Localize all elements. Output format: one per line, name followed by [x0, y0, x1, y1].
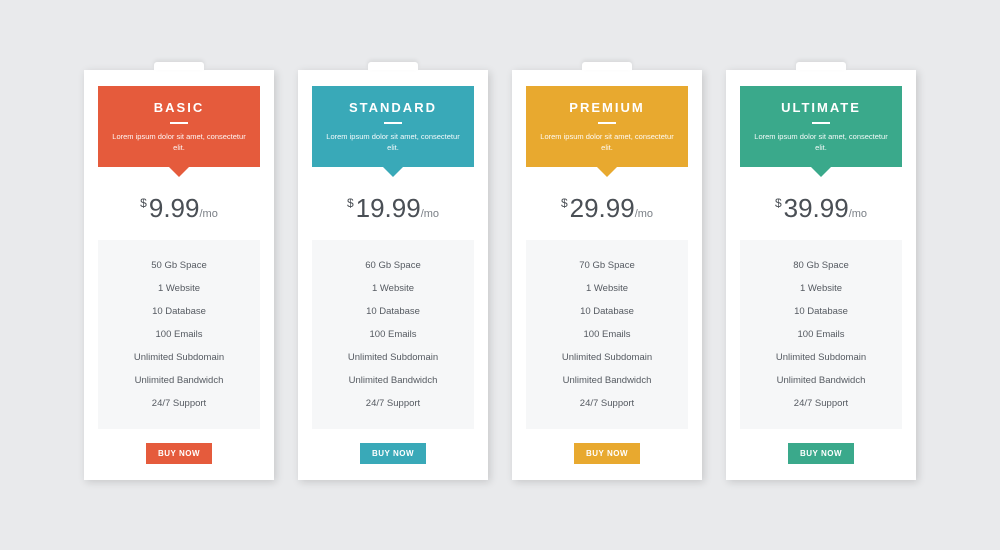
- feature-item: 24/7 Support: [740, 392, 902, 415]
- plan-name: STANDARD: [322, 100, 464, 115]
- card-tab-notch: [154, 62, 204, 70]
- price-value: 39.99: [784, 193, 849, 223]
- feature-list: 70 Gb Space 1 Website 10 Database 100 Em…: [526, 240, 688, 429]
- feature-item: Unlimited Bandwidch: [98, 369, 260, 392]
- plan-name: BASIC: [108, 100, 250, 115]
- plan-card-premium: PREMIUM Lorem ipsum dolor sit amet, cons…: [512, 70, 702, 481]
- feature-item: Unlimited Bandwidch: [526, 369, 688, 392]
- feature-list: 60 Gb Space 1 Website 10 Database 100 Em…: [312, 240, 474, 429]
- buy-row: BUY NOW: [726, 443, 916, 464]
- price-row: $39.99/mo: [726, 193, 916, 224]
- feature-item: Unlimited Subdomain: [98, 346, 260, 369]
- feature-item: 70 Gb Space: [526, 254, 688, 277]
- feature-item: 1 Website: [312, 277, 474, 300]
- divider-icon: [598, 122, 616, 124]
- plan-header-ultimate: ULTIMATE Lorem ipsum dolor sit amet, con…: [740, 86, 902, 168]
- feature-item: 10 Database: [312, 300, 474, 323]
- plan-header-standard: STANDARD Lorem ipsum dolor sit amet, con…: [312, 86, 474, 168]
- buy-row: BUY NOW: [512, 443, 702, 464]
- plan-description: Lorem ipsum dolor sit amet, consectetur …: [536, 131, 678, 154]
- feature-item: 24/7 Support: [526, 392, 688, 415]
- price-period: /mo: [199, 208, 217, 220]
- feature-item: Unlimited Bandwidch: [312, 369, 474, 392]
- feature-item: 10 Database: [526, 300, 688, 323]
- feature-item: 50 Gb Space: [98, 254, 260, 277]
- feature-item: Unlimited Subdomain: [526, 346, 688, 369]
- feature-item: 1 Website: [740, 277, 902, 300]
- plan-card-basic: BASIC Lorem ipsum dolor sit amet, consec…: [84, 70, 274, 481]
- price-period: /mo: [421, 208, 439, 220]
- currency-symbol: $: [347, 196, 354, 210]
- feature-item: Unlimited Bandwidch: [740, 369, 902, 392]
- feature-list: 80 Gb Space 1 Website 10 Database 100 Em…: [740, 240, 902, 429]
- feature-item: 10 Database: [740, 300, 902, 323]
- price-row: $19.99/mo: [298, 193, 488, 224]
- plan-header-basic: BASIC Lorem ipsum dolor sit amet, consec…: [98, 86, 260, 168]
- price-period: /mo: [635, 208, 653, 220]
- feature-item: Unlimited Subdomain: [312, 346, 474, 369]
- card-tab-notch: [796, 62, 846, 70]
- buy-row: BUY NOW: [298, 443, 488, 464]
- feature-item: 60 Gb Space: [312, 254, 474, 277]
- price-value: 19.99: [356, 193, 421, 223]
- price-period: /mo: [849, 208, 867, 220]
- feature-item: Unlimited Subdomain: [740, 346, 902, 369]
- feature-item: 24/7 Support: [312, 392, 474, 415]
- price-value: 9.99: [149, 193, 200, 223]
- feature-item: 10 Database: [98, 300, 260, 323]
- plan-card-standard: STANDARD Lorem ipsum dolor sit amet, con…: [298, 70, 488, 481]
- plan-description: Lorem ipsum dolor sit amet, consectetur …: [322, 131, 464, 154]
- feature-item: 100 Emails: [526, 323, 688, 346]
- buy-now-button[interactable]: BUY NOW: [574, 443, 640, 464]
- plan-description: Lorem ipsum dolor sit amet, consectetur …: [750, 131, 892, 154]
- buy-now-button[interactable]: BUY NOW: [146, 443, 212, 464]
- buy-now-button[interactable]: BUY NOW: [360, 443, 426, 464]
- divider-icon: [812, 122, 830, 124]
- divider-icon: [170, 122, 188, 124]
- price-value: 29.99: [570, 193, 635, 223]
- buy-now-button[interactable]: BUY NOW: [788, 443, 854, 464]
- buy-row: BUY NOW: [84, 443, 274, 464]
- card-tab-notch: [368, 62, 418, 70]
- divider-icon: [384, 122, 402, 124]
- currency-symbol: $: [140, 196, 147, 210]
- feature-item: 100 Emails: [98, 323, 260, 346]
- price-row: $9.99/mo: [84, 193, 274, 224]
- plan-header-premium: PREMIUM Lorem ipsum dolor sit amet, cons…: [526, 86, 688, 168]
- feature-item: 100 Emails: [740, 323, 902, 346]
- plan-name: ULTIMATE: [750, 100, 892, 115]
- feature-item: 1 Website: [98, 277, 260, 300]
- currency-symbol: $: [775, 196, 782, 210]
- pricing-row: BASIC Lorem ipsum dolor sit amet, consec…: [84, 70, 916, 481]
- feature-item: 1 Website: [526, 277, 688, 300]
- currency-symbol: $: [561, 196, 568, 210]
- feature-item: 24/7 Support: [98, 392, 260, 415]
- card-tab-notch: [582, 62, 632, 70]
- plan-name: PREMIUM: [536, 100, 678, 115]
- feature-item: 100 Emails: [312, 323, 474, 346]
- feature-list: 50 Gb Space 1 Website 10 Database 100 Em…: [98, 240, 260, 429]
- feature-item: 80 Gb Space: [740, 254, 902, 277]
- plan-card-ultimate: ULTIMATE Lorem ipsum dolor sit amet, con…: [726, 70, 916, 481]
- price-row: $29.99/mo: [512, 193, 702, 224]
- plan-description: Lorem ipsum dolor sit amet, consectetur …: [108, 131, 250, 154]
